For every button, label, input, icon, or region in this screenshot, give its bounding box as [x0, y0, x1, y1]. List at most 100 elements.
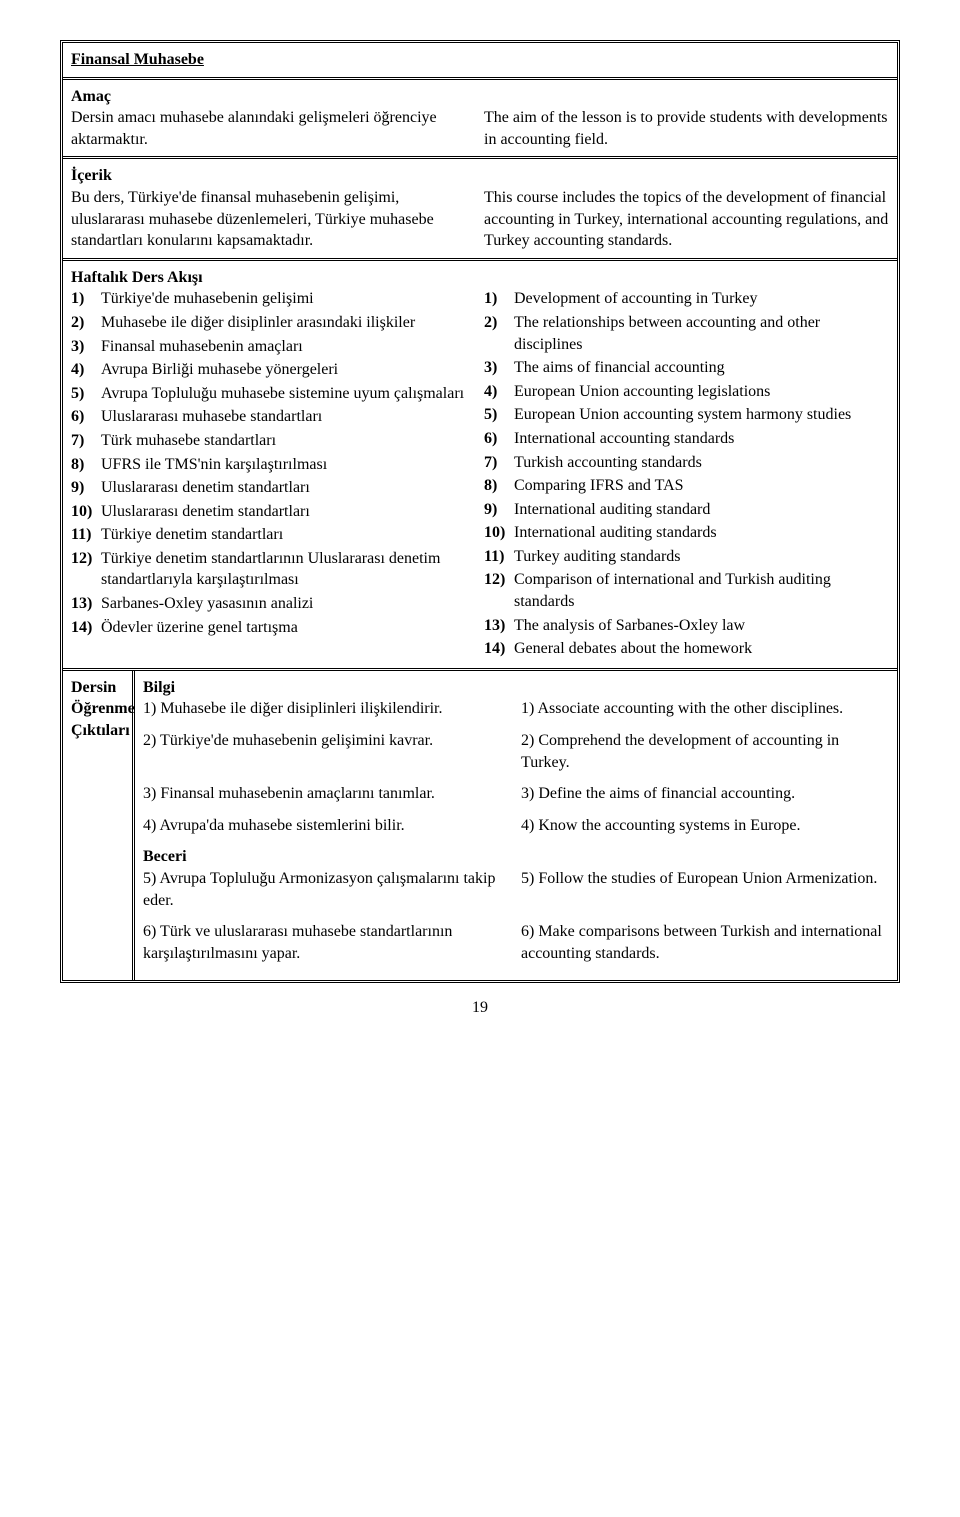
akis-num: 13)	[71, 593, 97, 615]
akis-text-en: Comparing IFRS and TAS	[514, 475, 889, 497]
akis-text-tr: Uluslararası denetim standartları	[101, 501, 476, 523]
akis-num: 2)	[71, 312, 97, 334]
akis-text-en: Turkish accounting standards	[514, 452, 889, 474]
akis-row-en: 2)The relationships between accounting a…	[484, 312, 889, 355]
akis-num: 4)	[484, 381, 510, 403]
akis-text-tr: Türkiye'de muhasebenin gelişimi	[101, 288, 476, 310]
akis-row-tr: 4)Avrupa Birliği muhasebe yönergeleri	[71, 359, 476, 381]
outcome-en: 6) Make comparisons between Turkish and …	[521, 921, 889, 964]
outcome-tr: 5) Avrupa Topluluğu Armonizasyon çalışma…	[143, 868, 511, 911]
outcome-tr: 4) Avrupa'da muhasebe sistemlerini bilir…	[143, 815, 511, 837]
akis-text-tr: Türkiye denetim standartları	[101, 524, 476, 546]
akis-num: 8)	[71, 454, 97, 476]
akis-text-en: European Union accounting legislations	[514, 381, 889, 403]
akis-text-en: European Union accounting system harmony…	[514, 404, 889, 426]
akis-row-tr: 3)Finansal muhasebenin amaçları	[71, 336, 476, 358]
akis-row-en: 1)Development of accounting in Turkey	[484, 288, 889, 310]
outcome-en: 5) Follow the studies of European Union …	[521, 868, 889, 911]
akis-num: 13)	[484, 615, 510, 637]
akis-num: 11)	[71, 524, 97, 546]
beceri-rows: 5) Avrupa Topluluğu Armonizasyon çalışma…	[143, 868, 889, 964]
outcome-row: 3) Finansal muhasebenin amaçlarını tanım…	[143, 783, 889, 805]
akis-num: 9)	[71, 477, 97, 499]
akis-num: 14)	[71, 617, 97, 639]
akis-row-en: 5)European Union accounting system harmo…	[484, 404, 889, 426]
akis-text-en: Development of accounting in Turkey	[514, 288, 889, 310]
akis-text-en: Comparison of international and Turkish …	[514, 569, 889, 612]
icerik-tr: Bu ders, Türkiye'de finansal muhasebenin…	[71, 187, 476, 252]
akis-text-en: International auditing standards	[514, 522, 889, 544]
akis-num: 4)	[71, 359, 97, 381]
akis-row-en: 9)International auditing standard	[484, 499, 889, 521]
outcome-row: 2) Türkiye'de muhasebenin gelişimini kav…	[143, 730, 889, 773]
akis-num: 2)	[484, 312, 510, 334]
akis-row-tr: 8)UFRS ile TMS'nin karşılaştırılması	[71, 454, 476, 476]
bilgi-heading: Bilgi	[143, 677, 889, 699]
akis-row-en: 11)Turkey auditing standards	[484, 546, 889, 568]
outcome-row: 4) Avrupa'da muhasebe sistemlerini bilir…	[143, 815, 889, 837]
akis-row-en: 13)The analysis of Sarbanes-Oxley law	[484, 615, 889, 637]
akis-num: 8)	[484, 475, 510, 497]
bilgi-rows: 1) Muhasebe ile diğer disiplinleri ilişk…	[143, 698, 889, 836]
outcome-en: 2) Comprehend the development of account…	[521, 730, 889, 773]
akis-row-tr: 12)Türkiye denetim standartlarının Ulusl…	[71, 548, 476, 591]
akis-row-en: 7)Turkish accounting standards	[484, 452, 889, 474]
akis-num: 11)	[484, 546, 510, 568]
akis-section: Haftalık Ders Akışı 1)Türkiye'de muhaseb…	[63, 261, 897, 671]
akis-row-tr: 7)Türk muhasebe standartları	[71, 430, 476, 452]
page-number: 19	[60, 997, 900, 1019]
akis-num: 1)	[71, 288, 97, 310]
akis-row-tr: 5)Avrupa Topluluğu muhasebe sistemine uy…	[71, 383, 476, 405]
outcomes-section: Dersin Öğrenme Çıktıları Bilgi 1) Muhase…	[63, 671, 897, 981]
outcomes-label-cell: Dersin Öğrenme Çıktıları	[63, 671, 135, 981]
akis-row-tr: 1)Türkiye'de muhasebenin gelişimi	[71, 288, 476, 310]
outcome-en: 1) Associate accounting with the other d…	[521, 698, 889, 720]
outcome-tr: 6) Türk ve uluslararası muhasebe standar…	[143, 921, 511, 964]
akis-num: 3)	[484, 357, 510, 379]
icerik-heading: İçerik	[71, 165, 889, 187]
akis-text-en: The relationships between accounting and…	[514, 312, 889, 355]
akis-row-en: 6)International accounting standards	[484, 428, 889, 450]
akis-num: 7)	[71, 430, 97, 452]
akis-text-tr: Finansal muhasebenin amaçları	[101, 336, 476, 358]
document-frame: Finansal Muhasebe Amaç Dersin amacı muha…	[60, 40, 900, 983]
akis-text-tr: UFRS ile TMS'nin karşılaştırılması	[101, 454, 476, 476]
course-title-row: Finansal Muhasebe	[63, 43, 897, 80]
akis-row-en: 10)International auditing standards	[484, 522, 889, 544]
akis-row-tr: 6)Uluslararası muhasebe standartları	[71, 406, 476, 428]
outcome-en: 4) Know the accounting systems in Europe…	[521, 815, 889, 837]
akis-num: 12)	[484, 569, 510, 591]
akis-text-en: The analysis of Sarbanes-Oxley law	[514, 615, 889, 637]
outcome-row: 6) Türk ve uluslararası muhasebe standar…	[143, 921, 889, 964]
akis-row-tr: 10)Uluslararası denetim standartları	[71, 501, 476, 523]
akis-text-en: General debates about the homework	[514, 638, 889, 660]
course-title: Finansal Muhasebe	[71, 51, 204, 68]
akis-num: 7)	[484, 452, 510, 474]
outcome-tr: 1) Muhasebe ile diğer disiplinleri ilişk…	[143, 698, 511, 720]
akis-row-tr: 11)Türkiye denetim standartları	[71, 524, 476, 546]
icerik-section: İçerik Bu ders, Türkiye'de finansal muha…	[63, 159, 897, 260]
akis-text-tr: Türk muhasebe standartları	[101, 430, 476, 452]
akis-row-en: 4)European Union accounting legislations	[484, 381, 889, 403]
akis-row-tr: 9)Uluslararası denetim standartları	[71, 477, 476, 499]
akis-num: 5)	[71, 383, 97, 405]
akis-row-en: 12)Comparison of international and Turki…	[484, 569, 889, 612]
outcome-row: 1) Muhasebe ile diğer disiplinleri ilişk…	[143, 698, 889, 720]
amac-en: The aim of the lesson is to provide stud…	[484, 107, 889, 150]
icerik-en: This course includes the topics of the d…	[484, 187, 889, 252]
akis-text-en: International accounting standards	[514, 428, 889, 450]
akis-num: 10)	[71, 501, 97, 523]
akis-num: 10)	[484, 522, 510, 544]
amac-section: Amaç Dersin amacı muhasebe alanındaki ge…	[63, 80, 897, 160]
akis-en-col: 1)Development of accounting in Turkey2)T…	[484, 288, 889, 662]
akis-text-en: Turkey auditing standards	[514, 546, 889, 568]
outcomes-label-3: Çıktıları	[71, 720, 128, 742]
akis-row-en: 3)The aims of financial accounting	[484, 357, 889, 379]
akis-num: 6)	[71, 406, 97, 428]
outcome-row: 5) Avrupa Topluluğu Armonizasyon çalışma…	[143, 868, 889, 911]
akis-row-tr: 14)Ödevler üzerine genel tartışma	[71, 617, 476, 639]
akis-heading: Haftalık Ders Akışı	[71, 267, 889, 289]
amac-tr: Dersin amacı muhasebe alanındaki gelişme…	[71, 107, 476, 150]
akis-text-tr: Uluslararası denetim standartları	[101, 477, 476, 499]
outcomes-label-2: Öğrenme	[71, 698, 128, 720]
